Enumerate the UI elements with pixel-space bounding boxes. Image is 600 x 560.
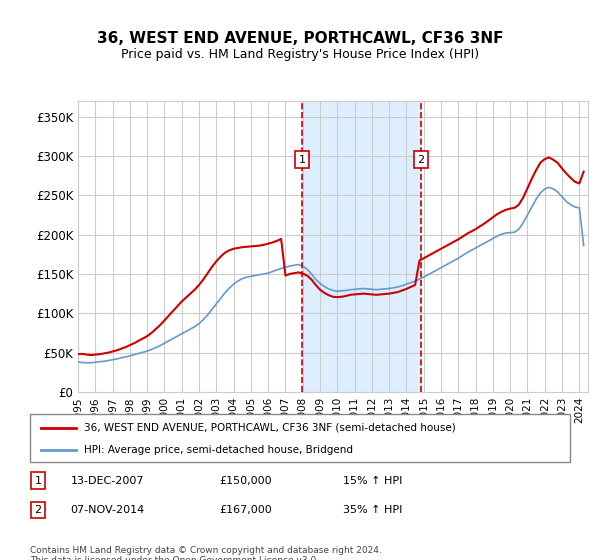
Text: £150,000: £150,000 — [219, 476, 272, 486]
Text: 2: 2 — [418, 155, 425, 165]
Text: Contains HM Land Registry data © Crown copyright and database right 2024.
This d: Contains HM Land Registry data © Crown c… — [30, 546, 382, 560]
Text: 15% ↑ HPI: 15% ↑ HPI — [343, 476, 403, 486]
FancyBboxPatch shape — [30, 414, 570, 462]
Text: 2: 2 — [35, 505, 41, 515]
Text: 07-NOV-2014: 07-NOV-2014 — [71, 505, 145, 515]
Text: 36, WEST END AVENUE, PORTHCAWL, CF36 3NF (semi-detached house): 36, WEST END AVENUE, PORTHCAWL, CF36 3NF… — [84, 423, 456, 433]
Text: HPI: Average price, semi-detached house, Bridgend: HPI: Average price, semi-detached house,… — [84, 445, 353, 455]
Text: 36, WEST END AVENUE, PORTHCAWL, CF36 3NF: 36, WEST END AVENUE, PORTHCAWL, CF36 3NF — [97, 31, 503, 46]
Text: 35% ↑ HPI: 35% ↑ HPI — [343, 505, 403, 515]
Bar — [302, 101, 421, 392]
Text: 13-DEC-2007: 13-DEC-2007 — [71, 476, 144, 486]
Text: 1: 1 — [298, 155, 305, 165]
Text: £167,000: £167,000 — [219, 505, 272, 515]
Text: 1: 1 — [35, 476, 41, 486]
Text: Price paid vs. HM Land Registry's House Price Index (HPI): Price paid vs. HM Land Registry's House … — [121, 48, 479, 60]
